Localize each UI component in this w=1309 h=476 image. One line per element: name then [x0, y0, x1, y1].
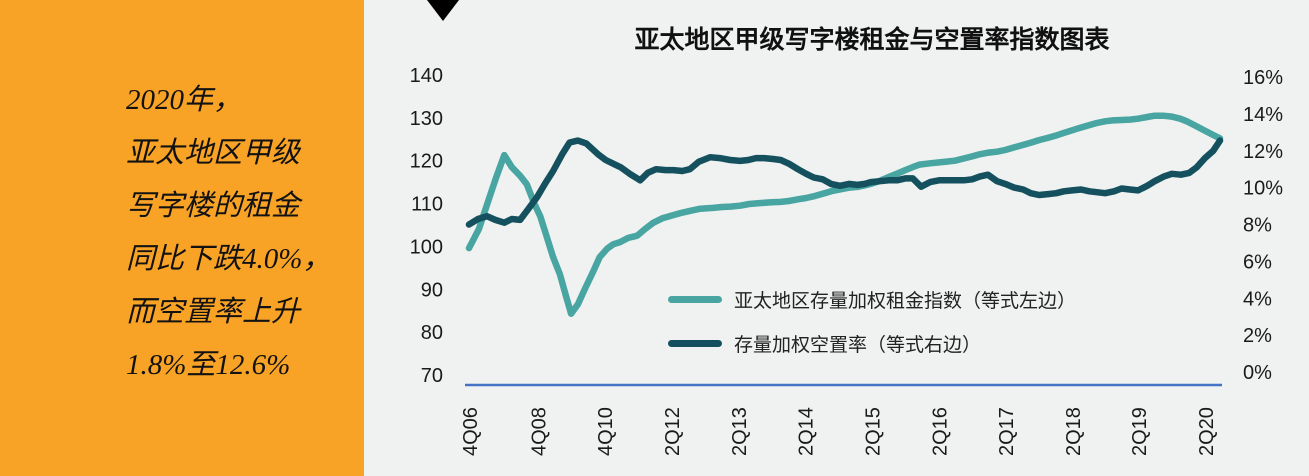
rent-index-line	[465, 112, 1224, 317]
y-axis-right-tick-label: 14%	[1243, 104, 1283, 126]
chart-plot: 140 130 120 110 100 90 80 70 16% 14% 12% 10% 8% 6% 4% 2…	[410, 65, 1284, 456]
y-axis-left-tick-label: 80	[421, 322, 443, 344]
y-axis-right-tick-label: 16%	[1243, 67, 1283, 89]
chart-title: 亚太地区甲级写字楼租金与空置率指数图表	[634, 26, 1110, 54]
y-axis-left-tick-label: 70	[421, 365, 443, 387]
y-axis-right-tick-label: 6%	[1243, 251, 1272, 273]
sidebar-text-line: 而空置率上升	[126, 296, 301, 328]
sidebar-text-line: 2020年，	[126, 84, 243, 116]
highlight-sidebar: 2020年， 亚太地区甲级 写字楼的租金 同比下跌4.0%， 而空置率上升 1.…	[0, 0, 364, 476]
y-axis-left-tick-label: 130	[410, 108, 443, 130]
vacancy-rate-line-swatch-icon	[668, 340, 722, 347]
x-axis-tick-label: 2Q14	[796, 407, 818, 456]
x-axis-tick-label: 2Q13	[729, 407, 751, 456]
x-axis-tick-label: 4Q10	[595, 407, 617, 456]
x-axis-tick-label: 2Q20	[1196, 407, 1218, 456]
y-axis-right-tick-label: 8%	[1243, 215, 1272, 237]
sidebar-text-line: 同比下跌4.0%，	[126, 243, 332, 275]
x-axis-tick-label: 4Q06	[460, 407, 482, 456]
legend-label: 存量加权空置率（等式右边）	[734, 335, 982, 356]
y-axis-left-tick-label: 110	[411, 194, 443, 216]
y-axis-left-tick-label: 120	[410, 151, 443, 173]
x-axis-tick-label: 2Q19	[1129, 407, 1151, 456]
y-axis-right-tick-label: 4%	[1243, 288, 1272, 310]
y-axis-left-tick-label: 100	[410, 236, 443, 258]
y-axis-left-tick-label: 140	[410, 65, 443, 87]
x-axis-tick-label: 4Q08	[528, 407, 550, 456]
y-axis-left-tick-label: 90	[421, 279, 443, 301]
chart-panel: 亚太地区甲级写字楼租金与空置率指数图表 140 130 120 110 100 90 80 7…	[364, 0, 1309, 476]
x-axis-tick-label: 2Q12	[662, 407, 684, 456]
legend-item-vacancy-rate: 存量加权空置率（等式右边）	[668, 330, 981, 357]
sidebar-text-line: 写字楼的租金	[126, 190, 301, 222]
legend-label: 亚太地区存量加权租金指数（等式左边）	[734, 291, 1077, 312]
y-axis-right-tick-label: 0%	[1243, 362, 1272, 384]
vacancy-rate-line	[465, 137, 1224, 228]
down-triangle-marker-icon	[427, 0, 459, 21]
x-axis-tick-label: 2Q15	[863, 407, 885, 456]
y-axis-right-tick-label: 10%	[1243, 178, 1283, 200]
x-axis-tick-label: 2Q18	[1063, 407, 1085, 456]
x-axis-tick-label: 2Q16	[929, 407, 951, 456]
legend-item-rent-index: 亚太地区存量加权租金指数（等式左边）	[668, 286, 1076, 313]
sidebar-text-line: 1.8%至12.6%	[126, 349, 291, 381]
y-axis-right-tick-label: 12%	[1243, 141, 1283, 163]
y-axis-right-tick-label: 2%	[1243, 325, 1272, 347]
sidebar-text-line: 亚太地区甲级	[126, 137, 301, 169]
rent-index-line-swatch-icon	[668, 296, 722, 303]
x-axis-tick-label: 2Q17	[996, 407, 1018, 456]
